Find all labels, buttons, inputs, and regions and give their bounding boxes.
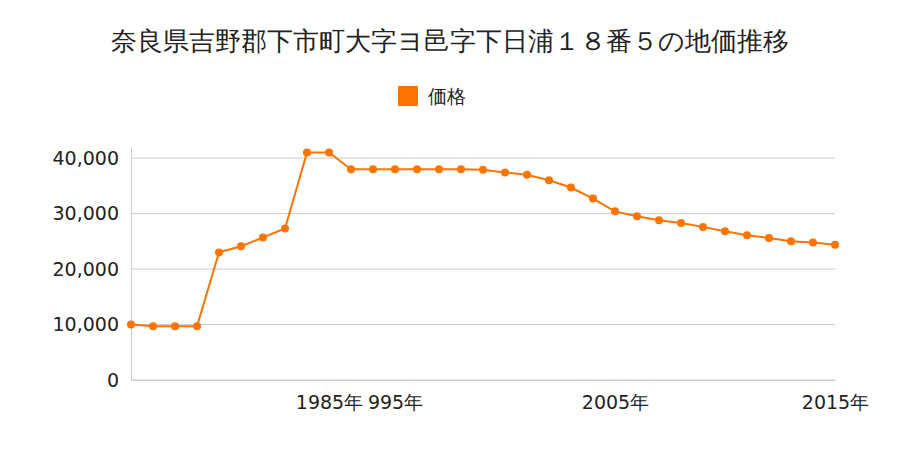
point [523, 171, 531, 179]
point [237, 242, 245, 250]
point [435, 165, 443, 173]
grid-line [131, 269, 835, 270]
y-tick-label: 10,000 [53, 313, 119, 335]
point [633, 212, 641, 220]
point [259, 233, 267, 241]
point [127, 321, 135, 329]
title: 奈良県吉野郡下市町大字ヨ邑字下日浦１８番５の地価推移 [111, 26, 789, 56]
y-tick-label: 0 [107, 369, 119, 391]
grid [131, 158, 835, 380]
grid-line [131, 324, 835, 325]
point [281, 225, 289, 233]
y-axis-line [131, 148, 132, 381]
point [567, 183, 575, 191]
point [699, 223, 707, 231]
y-tick: 10,000 [53, 313, 131, 335]
y-tick: 40,000 [53, 147, 131, 169]
x-axis-line [132, 380, 836, 381]
point [193, 322, 201, 330]
x-tick: 1985年 [296, 380, 363, 413]
point [655, 216, 663, 224]
point [545, 176, 553, 184]
point [215, 248, 223, 256]
point [171, 322, 179, 330]
x-tick: 2015年 [802, 380, 869, 413]
point [743, 231, 751, 239]
legend-swatch [398, 86, 418, 106]
x-tick: 995年 [368, 380, 423, 413]
line [131, 153, 835, 327]
x-tick-label: 2005年 [582, 391, 649, 413]
x-axis: 1985年995年 2005年 2015年 [132, 380, 870, 413]
legend-label: 価格 [428, 85, 466, 107]
point [325, 149, 333, 157]
point [589, 195, 597, 203]
grid-line [131, 158, 835, 159]
point [391, 165, 399, 173]
point [787, 237, 795, 245]
x-tick-label: 2015年 [802, 391, 869, 413]
point [611, 207, 619, 215]
point [501, 169, 509, 177]
x-tick: 2005年 [582, 380, 649, 413]
point [347, 165, 355, 173]
legend: 価格 [398, 85, 466, 107]
grid-line [131, 213, 835, 214]
point [677, 219, 685, 227]
plot-area [127, 149, 839, 331]
y-tick: 30,000 [53, 202, 131, 224]
x-tick-label: 995年 [368, 391, 423, 413]
point [765, 234, 773, 242]
y-tick-label: 20,000 [53, 258, 119, 280]
x-tick-label: 1985年 [296, 391, 363, 413]
y-tick: 20,000 [53, 258, 131, 280]
point [479, 166, 487, 174]
y-axis: 0 10,000 20,000 30,000 40,000 [53, 147, 132, 391]
y-tick-label: 30,000 [53, 202, 119, 224]
point [369, 165, 377, 173]
point [721, 227, 729, 235]
point [457, 165, 465, 173]
point [809, 238, 817, 246]
y-tick: 0 [107, 369, 131, 391]
grid-line [131, 380, 835, 381]
point [149, 322, 157, 330]
point [413, 165, 421, 173]
point [831, 241, 839, 249]
chart: 奈良県吉野郡下市町大字ヨ邑字下日浦１８番５の地価推移 0 10,000 20,000 3… [0, 0, 900, 450]
y-tick-label: 40,000 [53, 147, 119, 169]
point [303, 149, 311, 157]
